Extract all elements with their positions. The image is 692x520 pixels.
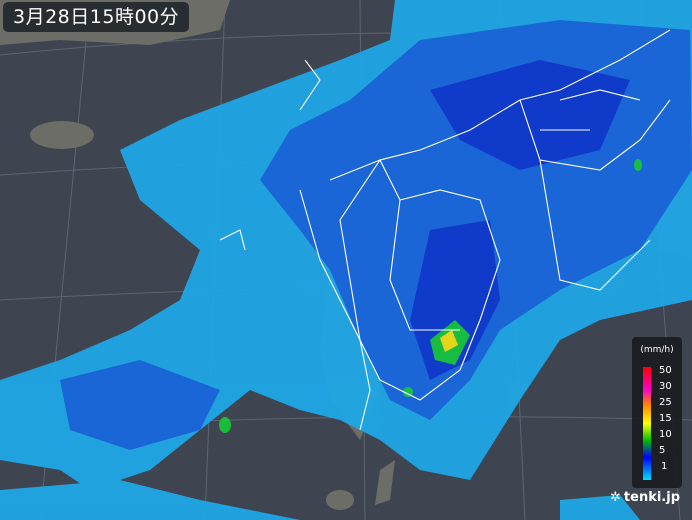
legend-label: 10 [659,429,672,440]
brand-name: tenki.jp [623,490,680,505]
legend-label: 25 [659,397,672,408]
legend-label: 1 [661,461,668,472]
legend-color-bar [643,367,651,480]
brand-logo: ✲ tenki.jp [610,490,680,505]
legend-label: 50 [659,365,672,376]
rain-intense [219,159,642,433]
tenki-logo-icon: ✲ [610,490,621,505]
prefecture-borders [219,29,671,431]
legend-unit: (mm/h) [640,345,674,355]
legend-label: 5 [659,445,666,456]
legend-label: 15 [659,413,672,424]
timestamp-title: 3月28日15時00分 [3,2,190,32]
rainfall-legend: (mm/h) 50 30 25 15 10 5 1 [632,337,682,488]
legend-label: 30 [659,381,672,392]
